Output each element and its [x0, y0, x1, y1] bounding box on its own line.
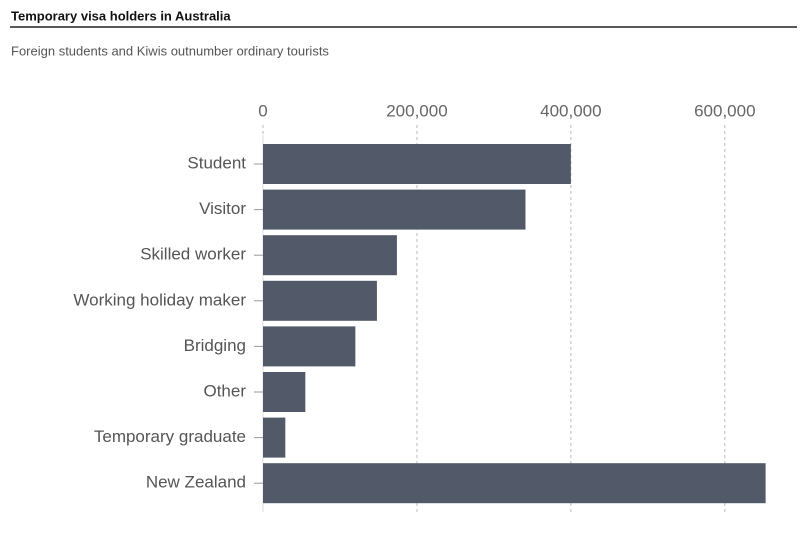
y-tick-label: Skilled worker	[140, 245, 246, 264]
y-tick-label: Working holiday maker	[73, 290, 246, 309]
y-tick-label: Temporary graduate	[94, 427, 246, 446]
y-tick-label: Student	[187, 153, 246, 172]
y-tick-label: Other	[203, 381, 246, 400]
x-tick-label: 600,000	[694, 101, 755, 120]
bar	[263, 463, 766, 504]
bar	[263, 417, 286, 458]
bar	[263, 326, 356, 367]
bar	[263, 189, 526, 230]
chart-title: Temporary visa holders in Australia	[11, 8, 231, 23]
bar	[263, 144, 571, 184]
bar	[263, 372, 306, 412]
y-tick-label: New Zealand	[146, 473, 246, 492]
chart-subtitle: Foreign students and Kiwis outnumber ord…	[11, 43, 329, 58]
x-tick-label: 400,000	[540, 101, 601, 120]
x-tick-label: 0	[258, 101, 267, 120]
y-tick-label: Visitor	[199, 199, 246, 218]
y-tick-label: Bridging	[184, 336, 246, 355]
bar	[263, 235, 397, 276]
x-tick-label: 200,000	[386, 101, 447, 120]
bar	[263, 280, 377, 321]
